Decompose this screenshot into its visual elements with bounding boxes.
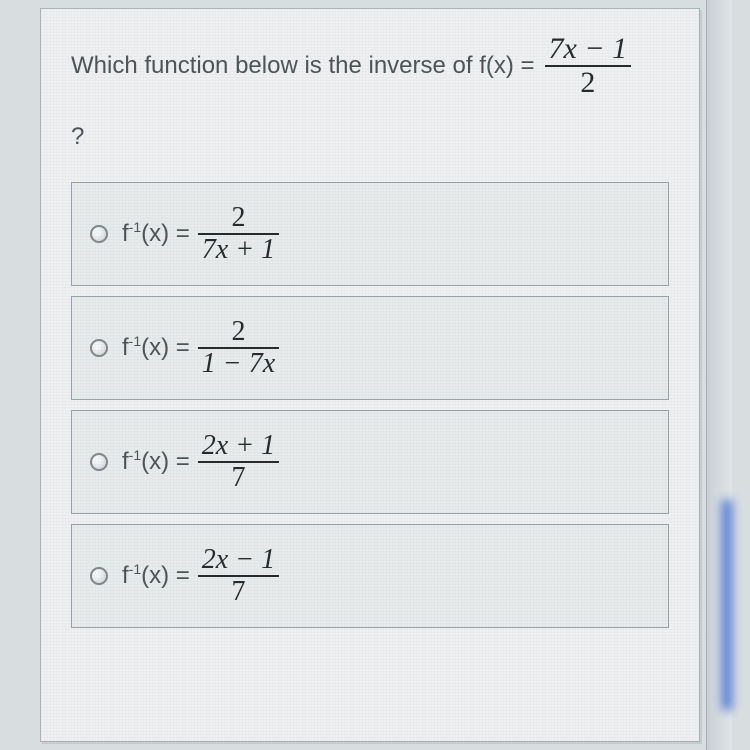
option-3[interactable]: f-1(x) = 2x + 1 7: [71, 410, 669, 514]
scroll-strip: [706, 0, 732, 750]
lhs-label: f-1(x) =: [122, 447, 190, 476]
option-4-den: 7: [227, 577, 249, 607]
radio-icon[interactable]: [90, 225, 108, 243]
question-fraction-numerator: 7x − 1: [545, 33, 632, 65]
option-4-num: 2x − 1: [198, 545, 279, 575]
option-1-fraction: 2 7x + 1: [198, 203, 279, 265]
option-1-num: 2: [227, 203, 249, 233]
option-1[interactable]: f-1(x) = 2 7x + 1: [71, 182, 669, 286]
question-card: Which function below is the inverse of f…: [40, 8, 700, 742]
question-mark: ?: [71, 111, 669, 164]
question-fraction-denominator: 2: [576, 67, 599, 99]
option-2-den: 1 − 7x: [198, 349, 279, 379]
option-3-den: 7: [227, 463, 249, 493]
question-text: Which function below is the inverse of f…: [71, 40, 535, 93]
options-list: f-1(x) = 2 7x + 1 f-1(x) = 2 1 − 7x: [71, 182, 669, 628]
option-1-formula: f-1(x) = 2 7x + 1: [122, 203, 283, 265]
option-4-fraction: 2x − 1 7: [198, 545, 279, 607]
option-2-fraction: 2 1 − 7x: [198, 317, 279, 379]
option-4[interactable]: f-1(x) = 2x − 1 7: [71, 524, 669, 628]
lhs-label: f-1(x) =: [122, 219, 190, 248]
option-1-den: 7x + 1: [198, 235, 279, 265]
question-stem: Which function below is the inverse of f…: [71, 33, 669, 164]
option-3-fraction: 2x + 1 7: [198, 431, 279, 493]
option-2[interactable]: f-1(x) = 2 1 − 7x: [71, 296, 669, 400]
scroll-glow: [722, 500, 732, 710]
option-3-num: 2x + 1: [198, 431, 279, 461]
option-2-formula: f-1(x) = 2 1 − 7x: [122, 317, 283, 379]
option-4-formula: f-1(x) = 2x − 1 7: [122, 545, 283, 607]
radio-icon[interactable]: [90, 453, 108, 471]
option-2-num: 2: [227, 317, 249, 347]
lhs-label: f-1(x) =: [122, 333, 190, 362]
question-fraction: 7x − 1 2: [545, 33, 632, 99]
option-3-formula: f-1(x) = 2x + 1 7: [122, 431, 283, 493]
radio-icon[interactable]: [90, 567, 108, 585]
radio-icon[interactable]: [90, 339, 108, 357]
lhs-label: f-1(x) =: [122, 561, 190, 590]
